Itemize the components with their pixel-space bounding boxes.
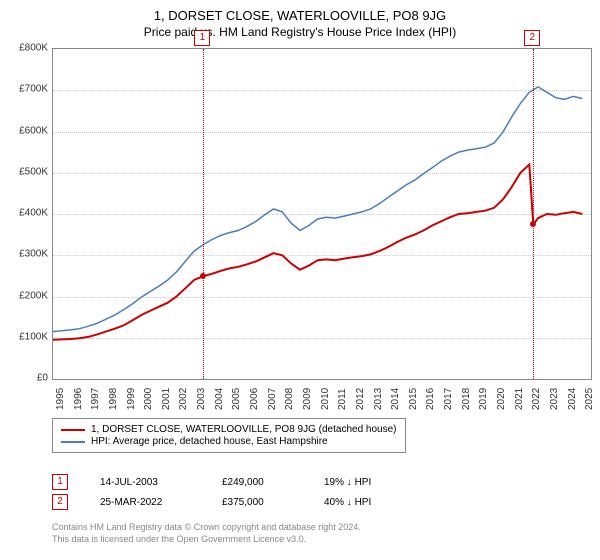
transaction-marker-icon: 2 <box>52 494 68 510</box>
x-tick-label: 2007 <box>267 388 278 410</box>
transaction-delta: 40% ↓ HPI <box>324 497 371 508</box>
x-tick-label: 2003 <box>196 388 207 410</box>
transaction-price: £375,000 <box>222 497 292 508</box>
y-tick-label: £0 <box>0 373 48 384</box>
x-tick-label: 1997 <box>90 388 101 410</box>
chart-container: 1, DORSET CLOSE, WATERLOOVILLE, PO8 9JG … <box>0 0 600 560</box>
legend-item: HPI: Average price, detached house, East… <box>61 436 397 447</box>
footer-line-1: Contains HM Land Registry data © Crown c… <box>52 522 361 534</box>
x-tick-label: 1999 <box>126 388 137 410</box>
chart-title: 1, DORSET CLOSE, WATERLOOVILLE, PO8 9JG <box>0 0 600 23</box>
y-tick-label: £800K <box>0 43 48 54</box>
footer-attribution: Contains HM Land Registry data © Crown c… <box>52 522 361 545</box>
y-tick-label: £500K <box>0 166 48 177</box>
x-tick-label: 2009 <box>302 388 313 410</box>
x-tick-label: 2005 <box>231 388 242 410</box>
series-line <box>53 87 582 332</box>
legend-swatch <box>61 429 85 431</box>
x-tick-label: 2010 <box>320 388 331 410</box>
x-tick-label: 2025 <box>584 388 595 410</box>
transactions-table: 1 14-JUL-2003 £249,000 19% ↓ HPI 2 25-MAR-202… <box>52 470 371 514</box>
x-tick-label: 2019 <box>478 388 489 410</box>
chart-subtitle: Price paid vs. HM Land Registry's House … <box>0 23 600 39</box>
transaction-dot <box>530 221 536 227</box>
transaction-delta: 19% ↓ HPI <box>324 477 371 488</box>
x-tick-label: 2016 <box>425 388 436 410</box>
transaction-row: 1 14-JUL-2003 £249,000 19% ↓ HPI <box>52 474 371 490</box>
x-tick-label: 2020 <box>496 388 507 410</box>
transaction-marker: 1 <box>194 30 210 46</box>
chart-svg <box>53 49 591 379</box>
series-line <box>53 165 582 340</box>
x-tick-label: 2008 <box>284 388 295 410</box>
x-tick-label: 2015 <box>408 388 419 410</box>
legend-label: 1, DORSET CLOSE, WATERLOOVILLE, PO8 9JG … <box>91 424 397 435</box>
x-tick-label: 1995 <box>55 388 66 410</box>
y-tick-label: £300K <box>0 249 48 260</box>
transaction-row: 2 25-MAR-2022 £375,000 40% ↓ HPI <box>52 494 371 510</box>
transaction-marker: 2 <box>524 30 540 46</box>
x-tick-label: 1996 <box>73 388 84 410</box>
x-tick-label: 2000 <box>143 388 154 410</box>
x-tick-label: 2006 <box>249 388 260 410</box>
x-tick-label: 2018 <box>461 388 472 410</box>
x-tick-label: 2017 <box>443 388 454 410</box>
x-tick-label: 2011 <box>337 388 348 410</box>
y-tick-label: £700K <box>0 84 48 95</box>
legend-swatch <box>61 441 85 443</box>
y-tick-label: £600K <box>0 125 48 136</box>
y-tick-label: £400K <box>0 208 48 219</box>
x-tick-label: 2022 <box>531 388 542 410</box>
y-tick-label: £100K <box>0 331 48 342</box>
x-tick-label: 2004 <box>214 388 225 410</box>
legend-label: HPI: Average price, detached house, East… <box>91 436 328 447</box>
x-tick-label: 1998 <box>108 388 119 410</box>
transaction-date: 25-MAR-2022 <box>100 497 190 508</box>
x-tick-label: 2024 <box>567 388 578 410</box>
transaction-price: £249,000 <box>222 477 292 488</box>
x-tick-label: 2013 <box>373 388 384 410</box>
x-tick-label: 2023 <box>549 388 560 410</box>
legend: 1, DORSET CLOSE, WATERLOOVILLE, PO8 9JG … <box>52 418 590 453</box>
x-tick-label: 2014 <box>390 388 401 410</box>
x-tick-label: 2012 <box>355 388 366 410</box>
footer-line-2: This data is licensed under the Open Gov… <box>52 534 361 546</box>
chart-plot-area <box>52 48 592 380</box>
legend-item: 1, DORSET CLOSE, WATERLOOVILLE, PO8 9JG … <box>61 424 397 435</box>
x-tick-label: 2001 <box>161 388 172 410</box>
x-tick-label: 2002 <box>178 388 189 410</box>
transaction-dot <box>200 273 206 279</box>
x-tick-label: 2021 <box>514 388 525 410</box>
transaction-marker-icon: 1 <box>52 474 68 490</box>
transaction-date: 14-JUL-2003 <box>100 477 190 488</box>
y-tick-label: £200K <box>0 290 48 301</box>
